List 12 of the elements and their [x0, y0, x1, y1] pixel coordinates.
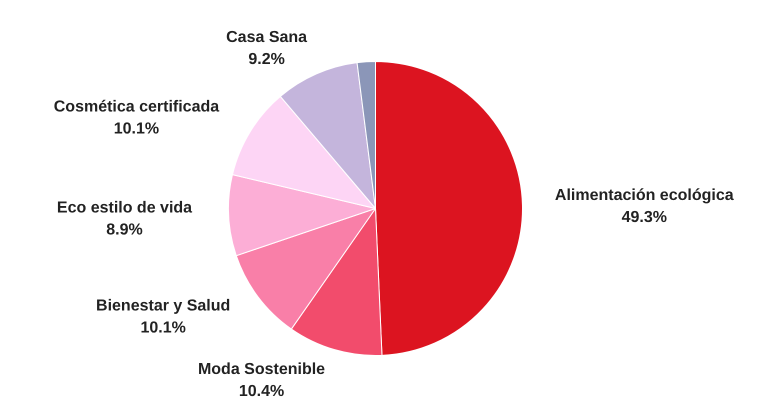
slice-label: Alimentación ecológica [554, 187, 734, 204]
data-label: 10.1% [114, 120, 160, 138]
data-label: 10.4% [238, 382, 284, 400]
slice-label: Cosmética certificada [54, 98, 220, 116]
data-label: 9.2% [248, 51, 285, 68]
slice-label: Eco estilo de vida [56, 199, 192, 216]
slice-label: Bienestar y Salud [96, 297, 230, 314]
data-label: 10.1% [140, 319, 186, 336]
data-label: 8.9% [106, 221, 143, 238]
slice-label: Moda Sostenible [198, 360, 326, 378]
slice-label: Casa Sana [226, 29, 308, 46]
data-label: 49.3% [622, 209, 667, 226]
